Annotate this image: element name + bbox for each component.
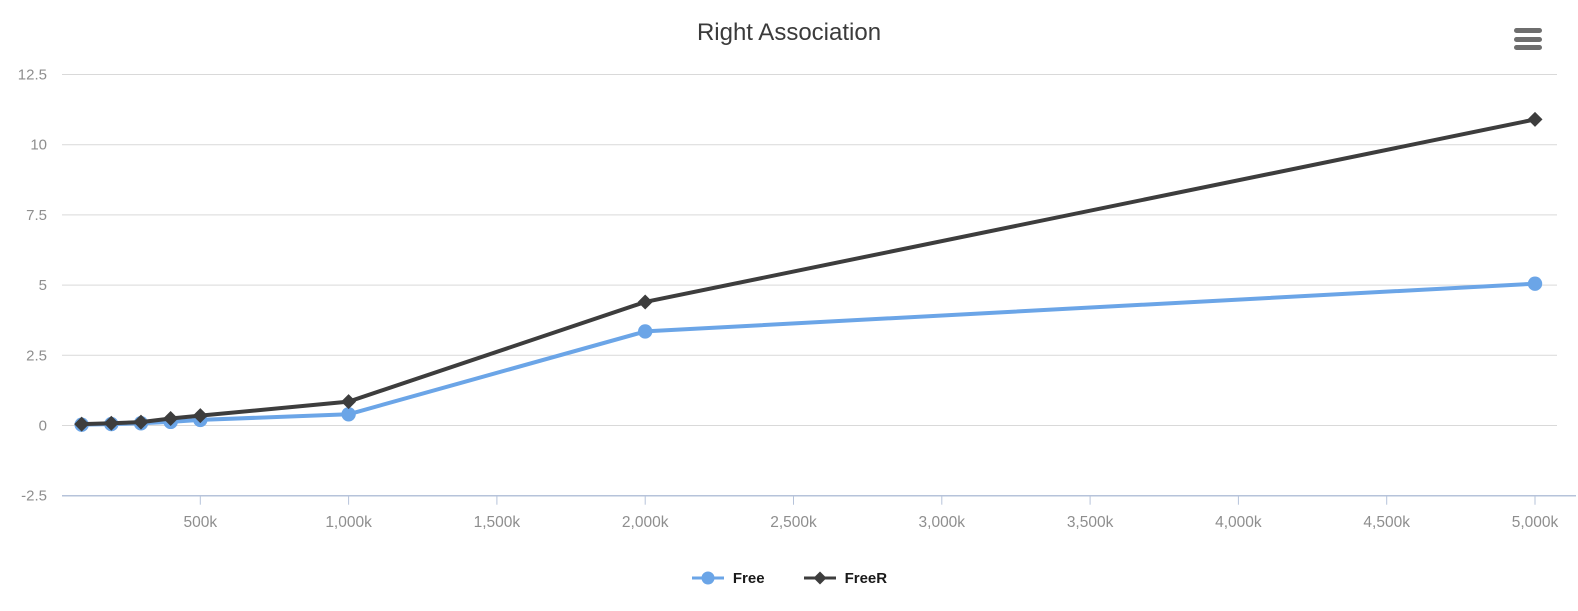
legend-item-free[interactable]: Free	[691, 570, 765, 587]
series-line-free[interactable]	[79, 281, 1537, 427]
y-tick-label: 7.5	[26, 207, 47, 224]
x-tick-label: 3,500k	[1067, 514, 1114, 531]
data-point-freer-7[interactable]	[1527, 111, 1543, 127]
export-menu-button[interactable]	[1514, 27, 1544, 51]
legend-marker-free-circle-icon	[691, 571, 724, 585]
data-point-freer-0[interactable]	[74, 416, 90, 432]
data-point-freer-2[interactable]	[133, 414, 149, 430]
x-tick-label: 4,000k	[1215, 514, 1262, 531]
y-tick-label: 12.5	[18, 67, 47, 84]
legend-label-freer: FreeR	[844, 569, 888, 587]
data-point-free-7[interactable]	[1527, 276, 1543, 291]
data-point-freer-1[interactable]	[103, 415, 119, 431]
legend-label-free: Free	[732, 569, 765, 587]
legend-diamond	[813, 571, 827, 585]
x-tick-label: 2,000k	[622, 514, 669, 531]
legend: Free FreeR	[0, 562, 1578, 594]
legend-item-freer[interactable]: FreeR	[803, 569, 888, 587]
x-tick-label: 2,500k	[770, 514, 817, 531]
x-tick-label: 1,000k	[325, 514, 372, 531]
x-tick-label: 3,000k	[919, 514, 966, 531]
y-tick-label: 0	[39, 418, 47, 435]
data-point-freer-3[interactable]	[163, 410, 179, 426]
data-point-freer-4[interactable]	[192, 408, 208, 424]
y-tick-label: 2.5	[26, 347, 47, 364]
chart-title: Right Association	[696, 19, 882, 46]
plot-area: 12.5 10 7.5 5 2.5 0 -2.5 500k 1,000k 1,500k 2,000k…	[18, 67, 1576, 531]
data-point-freer-5[interactable]	[341, 394, 357, 410]
data-point-freer-6[interactable]	[637, 294, 653, 310]
x-tick-label: 500k	[183, 514, 217, 531]
y-tick-label: 5	[39, 277, 47, 294]
series-line-freer[interactable]	[79, 117, 1537, 427]
legend-marker-freer-diamond-icon	[803, 571, 836, 585]
y-tick-label: -2.5	[21, 488, 47, 505]
data-point-free-5[interactable]	[341, 407, 356, 422]
x-tick-label: 5,000k	[1512, 514, 1559, 531]
x-tick-label: 1,500k	[474, 514, 521, 531]
x-tick-label: 4,500k	[1363, 514, 1410, 531]
y-tick-label: 10	[30, 137, 47, 154]
data-point-free-6[interactable]	[638, 324, 653, 339]
legend-circle	[701, 571, 715, 585]
